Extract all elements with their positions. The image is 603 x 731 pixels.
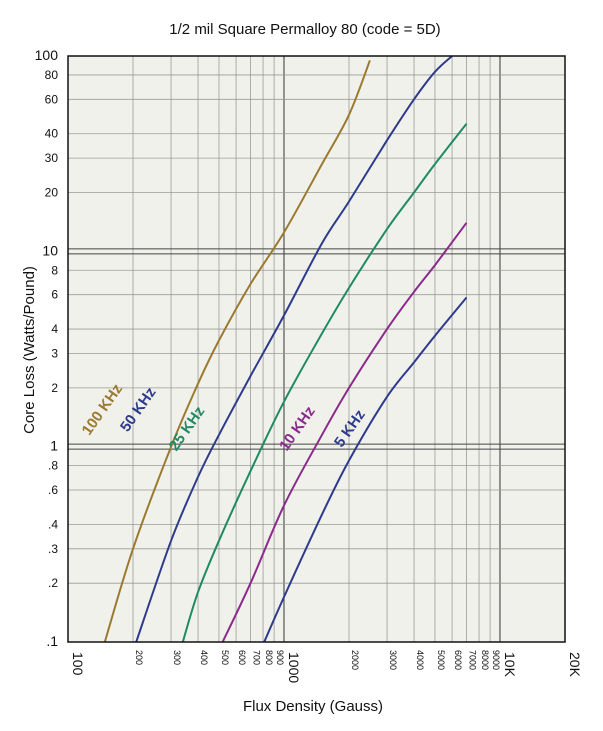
series-line: [103, 60, 371, 643]
y-tick-label: 30: [45, 151, 59, 165]
y-tick-label: 60: [45, 92, 59, 106]
x-tick-label: 300: [172, 650, 182, 665]
y-tick-label: .4: [48, 517, 58, 531]
x-tick-label: 200: [134, 650, 144, 665]
chart-title: 1/2 mil Square Permalloy 80 (code = 5D): [169, 21, 440, 38]
y-tick-label: 8: [51, 263, 58, 277]
x-tick-label: 800: [264, 650, 274, 665]
y-tick-label: 6: [51, 288, 58, 302]
x-tick-label: 1000: [286, 652, 302, 683]
y-tick-label: .8: [48, 459, 58, 473]
y-tick-label: .2: [48, 576, 58, 590]
x-tick-label: 100: [70, 652, 86, 676]
y-tick-label: 80: [45, 68, 59, 82]
series-line: [135, 55, 453, 643]
series-layer: [103, 55, 468, 643]
y-tick-label: 2: [51, 381, 58, 395]
x-tick-label: 900: [275, 650, 285, 665]
x-tick-label: 400: [199, 650, 209, 665]
x-tick-label: 2000: [350, 650, 360, 670]
y-tick-label: 1: [50, 438, 58, 454]
x-tick-label: 10K: [502, 652, 518, 678]
x-tick-label: 4000: [415, 650, 425, 670]
x-tick-label: 700: [252, 650, 262, 665]
x-tick-label: 20K: [567, 652, 583, 678]
x-tick-label: 9000: [491, 650, 501, 670]
y-tick-label: 40: [45, 127, 59, 141]
plot-background: [68, 56, 565, 642]
y-tick-label: 100: [35, 47, 59, 63]
x-axis-label: Flux Density (Gauss): [243, 698, 383, 715]
x-tick-label: 8000: [480, 650, 490, 670]
x-tick-label: 7000: [468, 650, 478, 670]
y-tick-label: 20: [45, 186, 59, 200]
x-tick-label: 600: [237, 650, 247, 665]
series-line: [181, 123, 468, 643]
series-line: [221, 222, 468, 643]
y-axis-label: Core Loss (Watts/Pound): [21, 266, 38, 434]
x-tick-label: 500: [220, 650, 230, 665]
grid: [68, 56, 565, 642]
plot-frame: [67, 55, 566, 643]
series-line: [263, 296, 468, 643]
y-tick-label: .1: [46, 633, 58, 649]
y-tick-label: 10: [42, 242, 58, 258]
y-tick-label: 4: [51, 322, 58, 336]
tick-labels: 100 200 300 400 500 600 700 800 900 1000 2000 3000 4…: [35, 47, 583, 683]
y-tick-label: .6: [48, 483, 58, 497]
x-tick-label: 6000: [453, 650, 463, 670]
y-tick-label: 3: [51, 346, 58, 360]
x-tick-label: 5000: [436, 650, 446, 670]
y-tick-label: .3: [48, 542, 58, 556]
x-tick-label: 3000: [388, 650, 398, 670]
